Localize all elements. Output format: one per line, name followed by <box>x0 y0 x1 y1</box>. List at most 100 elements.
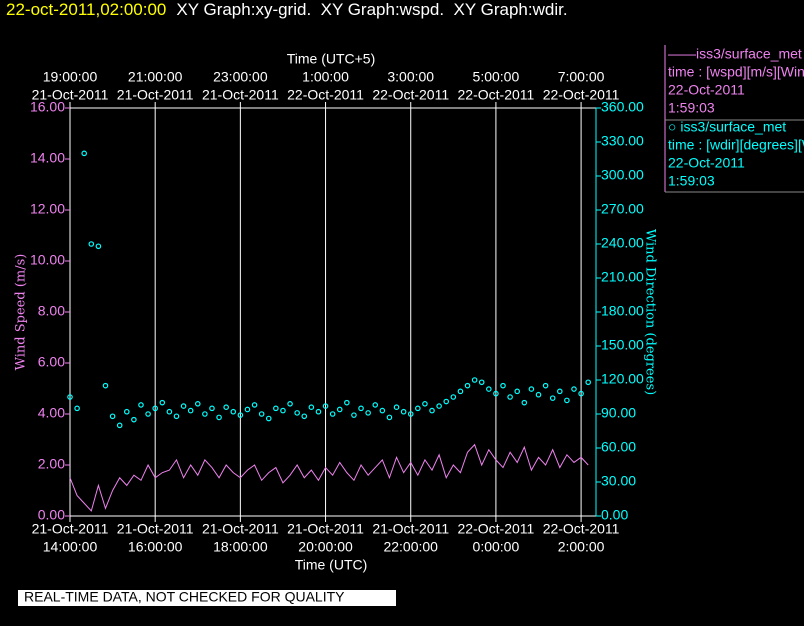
top-tick-label: 5:00:00 <box>473 69 520 85</box>
wind-direction-point <box>471 377 478 383</box>
wind-direction-point <box>585 379 591 386</box>
x-tick-label: 14:00:00 <box>43 539 98 555</box>
wind-direction-point <box>521 399 528 406</box>
y2-tick-label: 60.00 <box>601 439 636 455</box>
x-tick-label: 16:00:00 <box>128 539 183 555</box>
wind-direction-point <box>95 243 102 250</box>
legend-entry: 22-Oct-2011 <box>668 82 745 98</box>
y2-axis-title: Wind Direction (degrees) <box>643 229 658 395</box>
wind-direction-point <box>344 399 350 406</box>
wind-direction-point <box>166 408 173 415</box>
legend-entry: time : [wspd][m/s][Wind <box>668 64 804 80</box>
wind-direction-point <box>478 379 485 386</box>
legend-entry: time : [wdir][degrees][W <box>668 137 804 153</box>
y2-tick-label: 90.00 <box>601 405 636 421</box>
top-tick-label: 23:00:00 <box>213 69 268 85</box>
top-tick-label: 21:00:00 <box>128 69 183 85</box>
wind-direction-point <box>358 405 364 412</box>
wind-direction-point <box>493 390 499 397</box>
wind-direction-point <box>528 386 535 392</box>
wind-direction-point <box>123 408 130 415</box>
wind-direction-point <box>336 406 343 413</box>
x-tick-label: 21-Oct-2011 <box>202 521 279 537</box>
wind-direction-point <box>436 403 442 409</box>
wind-direction-point <box>187 407 194 414</box>
wind-direction-point <box>294 410 300 416</box>
wind-direction-point <box>578 390 584 397</box>
wind-direction-point <box>322 403 329 409</box>
y2-tick-label: 210.00 <box>601 269 644 285</box>
top-tick-label: 21-Oct-2011 <box>202 87 279 103</box>
top-tick-label: 21-Oct-2011 <box>32 87 109 103</box>
wind-direction-point <box>180 403 187 409</box>
header-date: 22-oct-2011,02:00:00 <box>6 0 166 19</box>
top-tick-label: 21-Oct-2011 <box>117 87 194 103</box>
legend-entry: 1:59:03 <box>668 173 715 189</box>
wind-direction-point <box>88 241 95 247</box>
x-tick-label: 20:00:00 <box>298 539 353 555</box>
top-axis-title: Time (UTC+5) <box>287 51 376 67</box>
wind-direction-point <box>273 405 279 412</box>
y-tick-label: 12.00 <box>30 201 65 217</box>
y2-tick-label: 360.00 <box>601 99 644 115</box>
y2-tick-label: 180.00 <box>601 303 644 319</box>
y-axis-title: Wind Speed (m/s) <box>14 254 29 371</box>
y2-tick-label: 270.00 <box>601 201 644 217</box>
wind-direction-point <box>393 404 400 411</box>
y-tick-label: 0.00 <box>38 507 65 523</box>
legend-entry: ○ iss3/surface_met <box>668 119 786 135</box>
wind-direction-point <box>500 382 506 389</box>
wind-direction-point <box>223 404 229 411</box>
wind-direction-point <box>443 398 450 405</box>
wind-direction-point <box>67 394 73 400</box>
y2-tick-label: 300.00 <box>601 167 644 183</box>
wind-direction-point <box>230 408 237 415</box>
header: 22-oct-2011,02:00:00 XY Graph:xy-grid. XY… <box>6 0 568 19</box>
wind-direction-point <box>74 405 80 412</box>
wind-direction-point <box>556 388 563 395</box>
wind-direction-point <box>407 411 414 417</box>
wind-direction-point <box>116 422 123 429</box>
wind-speed-line <box>69 443 589 512</box>
wind-direction-point <box>422 400 428 407</box>
footer: REAL-TIME DATA, NOT CHECKED FOR QUALITY <box>24 589 345 605</box>
top-tick-label: 7:00:00 <box>558 69 605 85</box>
wind-direction-point <box>209 405 215 412</box>
top-tick-label: 1:00:00 <box>302 69 349 85</box>
y2-tick-label: 240.00 <box>601 235 644 251</box>
wind-direction-point <box>287 400 293 407</box>
wind-direction-point <box>194 400 201 407</box>
top-tick-label: 19:00:00 <box>43 69 98 85</box>
x-tick-label: 22-Oct-2011 <box>543 521 620 537</box>
wind-direction-point <box>429 407 435 414</box>
top-tick-label: 22-Oct-2011 <box>543 87 620 103</box>
x-tick-label: 0:00:00 <box>473 539 520 555</box>
wind-direction-point <box>564 397 570 404</box>
top-tick-label: 22-Oct-2011 <box>458 87 535 103</box>
wind-direction-point <box>514 388 521 395</box>
wind-direction-point <box>457 388 464 395</box>
x-tick-label: 21-Oct-2011 <box>32 521 109 537</box>
x-tick-label: 21-Oct-2011 <box>117 521 194 537</box>
y2-tick-label: 120.00 <box>601 371 644 387</box>
x-tick-label: 22-Oct-2011 <box>458 521 535 537</box>
y-tick-label: 6.00 <box>38 354 65 370</box>
wind-direction-point <box>365 410 371 416</box>
top-tick-label: 22-Oct-2011 <box>372 87 449 103</box>
wind-direction-point <box>351 412 357 418</box>
x-axis-title: Time (UTC) <box>295 557 368 573</box>
wind-direction-point <box>131 416 137 423</box>
y-tick-label: 8.00 <box>38 303 65 319</box>
wind-direction-point <box>280 407 286 414</box>
wind-direction-point <box>386 414 393 421</box>
wind-direction-point <box>109 413 116 420</box>
y2-tick-label: 0.00 <box>601 507 628 523</box>
wind-direction-point <box>486 386 492 392</box>
wind-direction-point <box>308 404 315 411</box>
y-tick-label: 4.00 <box>38 405 65 421</box>
wind-direction-point <box>542 382 549 389</box>
wind-direction-point <box>173 413 180 420</box>
wind-direction-point <box>415 405 421 412</box>
wind-direction-point <box>535 391 542 398</box>
